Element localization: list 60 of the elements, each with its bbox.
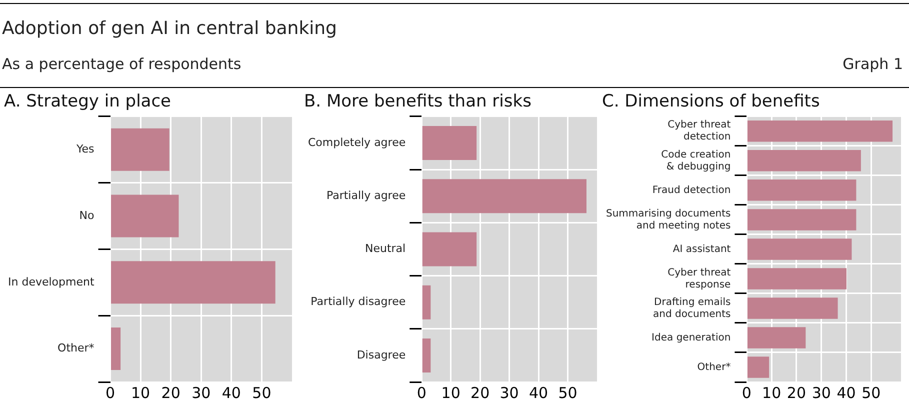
bar [747,150,861,172]
caption: Graph 1 [842,55,903,73]
y-tick-label: Partially disagree [310,295,406,308]
x-tick-label: 50 [862,384,881,402]
x-tick-label: 30 [500,384,519,402]
y-tick-label: Cyber threat detection [668,120,731,143]
bar [422,232,477,266]
bar [747,356,770,378]
x-tick-label: 20 [786,384,806,402]
y-tick-label: Completely agree [308,136,406,149]
bar [111,328,121,370]
bar [747,180,856,201]
y-tick-label: Yes [76,142,95,156]
bar [747,327,806,348]
bar [747,268,846,290]
y-tick-label: Drafting emails and documents [653,296,731,320]
y-tick-label: Code creation & debugging [661,149,731,172]
bar [111,261,276,304]
x-tick-label: 40 [836,384,856,402]
x-tick-label: 0 [416,384,426,402]
y-tick-label: Disagree [356,348,406,362]
x-tick-label: 20 [470,384,490,402]
text: Adoption of gen AI in central banking [2,18,337,39]
bar [422,179,586,214]
y-tick-label: AI assistant [672,244,731,255]
y-tick-label: Cyber threat response [668,267,731,290]
bar [747,238,852,260]
y-tick-label: No [79,208,95,222]
chart-title: B. More benefits than risks [304,92,532,112]
bar [422,285,431,320]
x-tick-label: 40 [528,384,548,402]
y-tick-label: In development [8,275,95,288]
x-tick-label: 30 [812,384,831,402]
x-tick-label: 10 [762,384,782,402]
y-tick-label: Other* [697,362,731,373]
y-tick-label: Summarising documents and meeting notes [606,208,731,232]
y-tick-label: Fraud detection [652,184,731,196]
x-tick-label: 50 [252,384,272,402]
chart-title: C. Dimensions of benefits [602,92,820,112]
chart-title: A. Strategy in place [4,92,172,112]
bar [747,209,856,230]
bar [422,338,431,372]
bar [747,298,838,319]
bar [747,120,893,142]
x-tick-label: 30 [192,384,211,402]
bar [111,128,170,171]
bar [111,194,179,238]
y-tick-label: Neutral [365,242,406,256]
x-tick-label: 10 [131,384,150,402]
y-tick-label: Partially agree [326,188,406,202]
x-tick-label: 40 [222,384,241,402]
x-tick-label: 0 [742,384,752,402]
x-tick-label: 10 [441,384,460,402]
x-tick-label: 20 [161,384,180,402]
bar [422,126,477,160]
y-tick-label: Other* [58,342,95,355]
x-tick-label: 0 [106,384,116,402]
x-tick-label: 50 [558,384,578,402]
y-tick-label: Idea generation [652,332,731,344]
text: As a percentage of respondents [2,55,242,73]
